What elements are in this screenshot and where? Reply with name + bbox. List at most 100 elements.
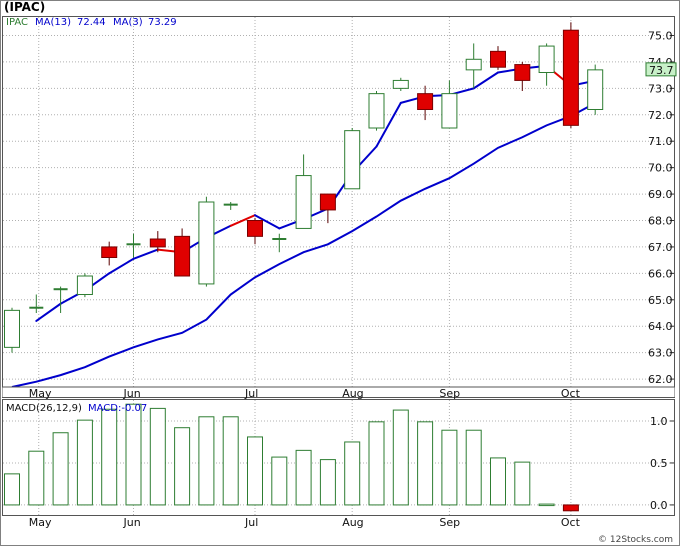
macd-panel: 1.0 0.5 0.0 May Jun Jul Aug Sep Oct [2, 399, 675, 529]
macd-bar [52, 432, 69, 506]
macd-x-tick-label: Jul [244, 516, 258, 529]
candle [295, 154, 312, 229]
ma13-line [11, 102, 596, 388]
date-strip [2, 387, 675, 397]
symbol-title: (IPAC) [4, 0, 45, 14]
price-x-tick-label: May [29, 387, 52, 400]
candle-body [441, 93, 458, 129]
candle [344, 128, 361, 190]
macd-bar [222, 416, 239, 506]
price-y-tick-label: 67.0 [648, 241, 673, 254]
candle [587, 64, 604, 115]
price-grid [3, 17, 674, 387]
macd-bar [4, 473, 20, 506]
candle [101, 241, 118, 266]
price-y-tick-label: 70.0 [648, 162, 673, 175]
candle [29, 294, 44, 313]
macd-bar [465, 429, 482, 506]
candle-body [247, 220, 263, 237]
macd-x-tick-label: May [29, 516, 52, 529]
candle-body [465, 58, 482, 71]
price-y-tick-label: 63.0 [648, 347, 673, 360]
candle-body [149, 238, 166, 248]
candle-body [538, 45, 555, 74]
candle [465, 43, 482, 89]
candle [514, 61, 531, 91]
candle-body [198, 201, 215, 285]
price-y-tick-label: 64.0 [648, 320, 673, 333]
candle [538, 43, 555, 86]
candle [319, 193, 336, 224]
candle-body [295, 175, 312, 229]
candle-body [562, 29, 579, 126]
candle [562, 22, 579, 128]
candle [392, 77, 409, 91]
price-y-tick-label: 71.0 [648, 135, 673, 148]
legend-ma13-value: 72.44 [77, 17, 106, 28]
candle [149, 231, 166, 253]
candle [368, 91, 385, 131]
macd-bar [562, 504, 579, 512]
macd-bar [149, 407, 166, 506]
price-y-tick-label: 69.0 [648, 188, 673, 201]
legend-row: IPAC MA(13) 72.44 MA(3) 73.29 [6, 17, 177, 28]
candle [126, 233, 141, 258]
candle [198, 196, 215, 287]
macd-bar [514, 461, 531, 506]
ma3-segment [472, 71, 499, 90]
macd-x-tick-label: Jun [123, 516, 141, 529]
candle-body [101, 246, 118, 259]
ma3-segment [375, 101, 402, 148]
macd-bar [490, 457, 506, 506]
price-y-tick-label: 65.0 [648, 294, 673, 307]
candle [441, 80, 458, 129]
macd-bar [368, 421, 385, 506]
ma3-segment [254, 214, 281, 230]
candle-body [4, 309, 20, 348]
candle [76, 273, 93, 298]
macd-bar [125, 403, 142, 506]
macd-bar [417, 421, 434, 506]
last-price-label: 73.7 [649, 64, 674, 77]
macd-x-axis: May Jun Jul Aug Sep Oct [29, 516, 581, 529]
macd-bar [174, 427, 191, 506]
macd-bar [247, 436, 263, 506]
price-y-tick-label: 68.0 [648, 215, 673, 228]
price-y-axis: 75.074.073.072.071.070.069.068.067.066.0… [648, 30, 674, 386]
macd-bar [538, 503, 555, 507]
price-y-tick-label: 66.0 [648, 267, 673, 280]
price-x-tick-label: Jun [123, 387, 141, 400]
candle-body [490, 50, 506, 68]
candle [417, 85, 434, 121]
price-y-tick-label: 72.0 [648, 109, 673, 122]
legend-ma3: MA(3) [113, 17, 143, 28]
price-y-tick-label: 62.0 [648, 373, 673, 386]
candle-body [392, 79, 409, 89]
macd-bar [198, 416, 215, 506]
candle [53, 286, 68, 313]
macd-bar [441, 429, 458, 506]
macd-bar [101, 408, 118, 506]
price-month-labels: May Jun Jul Aug Sep Oct [29, 387, 581, 400]
candle-body [514, 64, 531, 81]
candle-body [344, 130, 361, 190]
candle [223, 202, 238, 210]
macd-y-tick-label: 1.0 [650, 415, 668, 428]
macd-legend-label: MACD(26,12,9) [6, 403, 82, 414]
ma3-segment [132, 248, 159, 260]
candle-body [319, 193, 336, 211]
macd-bar [319, 459, 336, 506]
legend-ma3-value: 73.29 [148, 17, 177, 28]
macd-bar [28, 450, 45, 506]
candle [490, 46, 506, 70]
macd-legend-value: MACD:-0.07 [88, 403, 147, 414]
candle-body [76, 275, 93, 295]
candle-body [368, 93, 385, 129]
price-x-tick-label: Aug [342, 387, 363, 400]
macd-bar [295, 449, 312, 506]
macd-legend-row: MACD(26,12,9) MACD:-0.07 [6, 403, 147, 414]
candle-body [174, 235, 191, 277]
candle-body [417, 93, 434, 111]
macd-x-tick-label: Aug [342, 516, 363, 529]
